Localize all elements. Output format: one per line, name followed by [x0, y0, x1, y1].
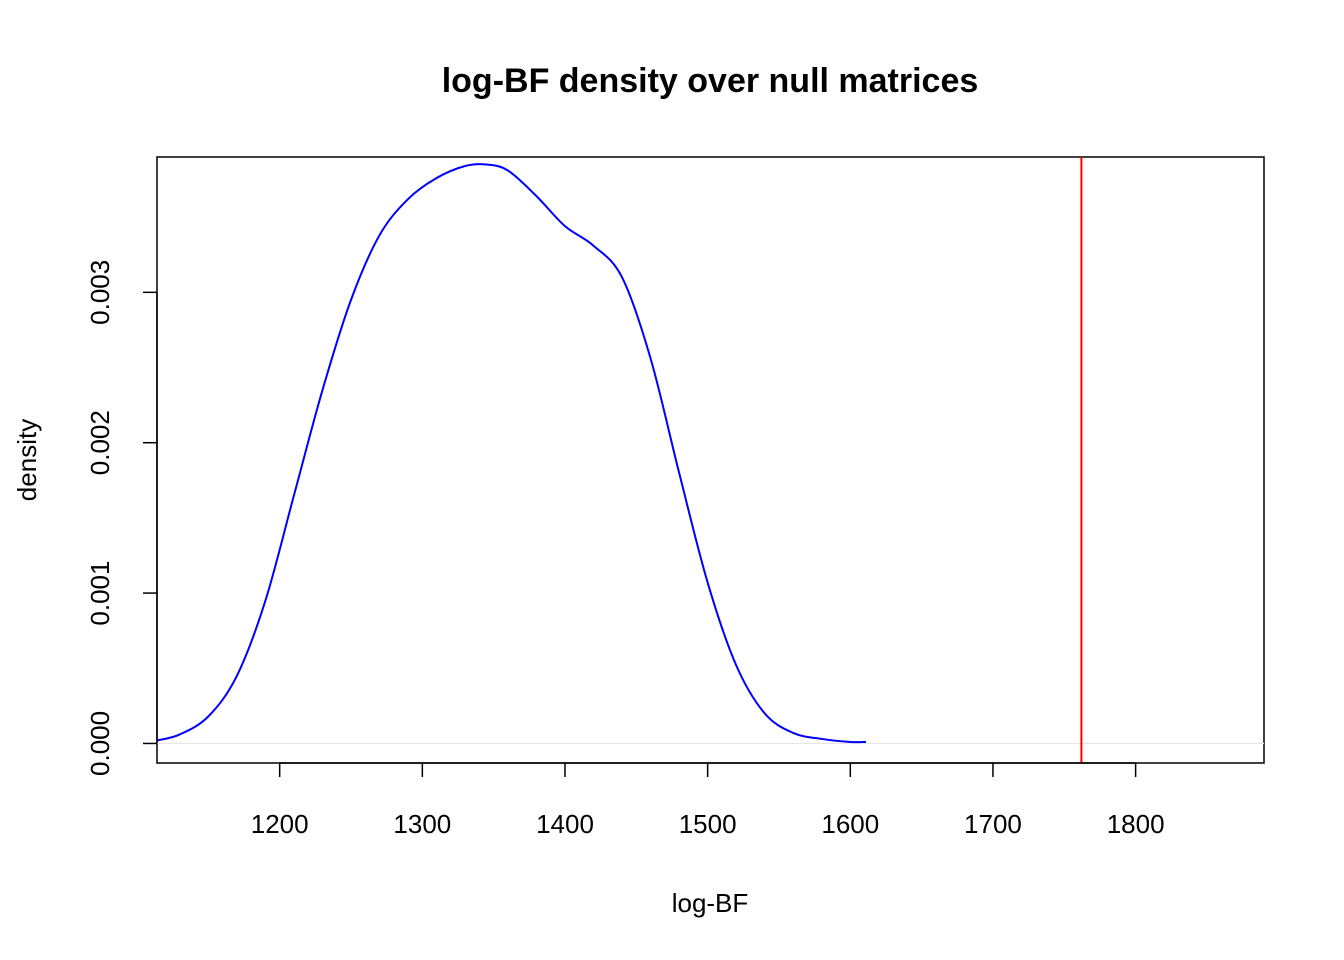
x-tick-label: 1500 — [679, 809, 737, 839]
y-tick-label: 0.001 — [85, 561, 115, 626]
density-curve-0 — [156, 163, 867, 744]
y-tick-label: 0.000 — [85, 711, 115, 776]
x-tick-label: 1600 — [821, 809, 879, 839]
x-tick-label: 1400 — [536, 809, 594, 839]
x-tick-label: 1700 — [964, 809, 1022, 839]
y-axis: 0.000 0.001 0.002 0.003 — [85, 260, 158, 776]
chart-title: log-BF density over null matrices — [442, 62, 979, 100]
x-axis: 1200 1300 1400 1500 1600 1700 1800 — [251, 762, 1165, 839]
y-tick-label: 0.003 — [85, 260, 115, 325]
x-axis-label: log-BF — [672, 888, 749, 918]
y-tick-label: 0.002 — [85, 410, 115, 475]
x-tick-label: 1300 — [393, 809, 451, 839]
x-tick-label: 1200 — [251, 809, 309, 839]
plot-area-border — [156, 156, 1265, 764]
density-curves — [156, 163, 867, 744]
x-tick-label: 1800 — [1107, 809, 1165, 839]
y-axis-label: density — [12, 419, 42, 501]
